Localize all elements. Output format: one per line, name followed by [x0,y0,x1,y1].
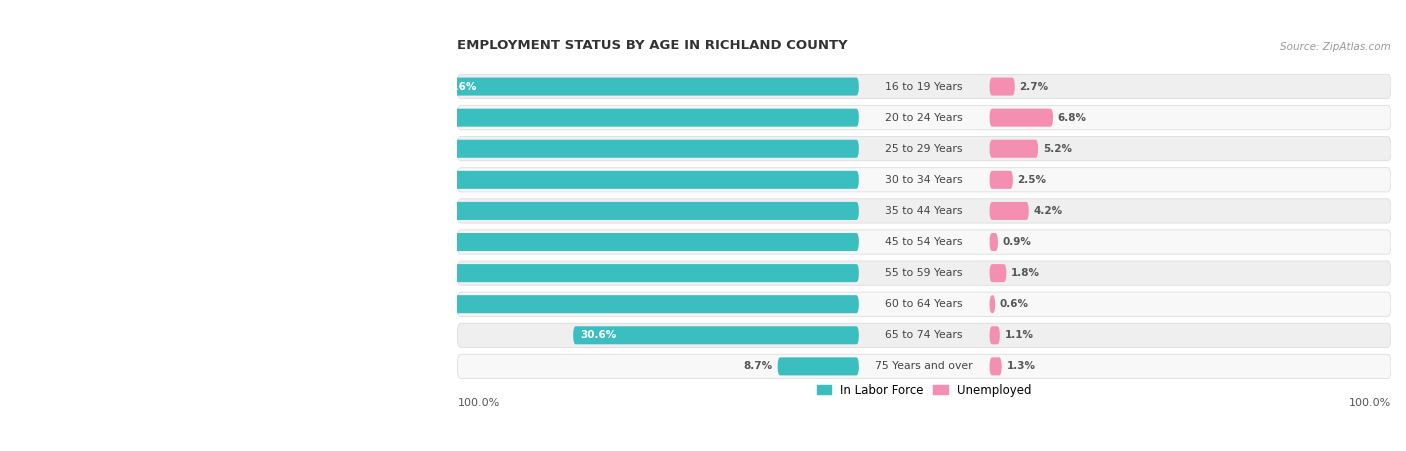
Text: 8.7%: 8.7% [744,361,773,371]
Text: 1.3%: 1.3% [1007,361,1035,371]
Text: Source: ZipAtlas.com: Source: ZipAtlas.com [1281,42,1391,52]
FancyBboxPatch shape [990,202,1029,220]
FancyBboxPatch shape [990,171,1012,189]
Text: 100.0%: 100.0% [1348,398,1391,408]
FancyBboxPatch shape [990,295,995,313]
Text: 1.8%: 1.8% [1011,268,1040,278]
Text: 100.0%: 100.0% [457,398,499,408]
Text: 1.1%: 1.1% [1004,330,1033,341]
FancyBboxPatch shape [117,202,859,220]
Text: 35 to 44 Years: 35 to 44 Years [886,206,963,216]
FancyBboxPatch shape [70,109,859,127]
Text: 82.8%: 82.8% [93,144,129,154]
Text: EMPLOYMENT STATUS BY AGE IN RICHLAND COUNTY: EMPLOYMENT STATUS BY AGE IN RICHLAND COU… [457,39,848,52]
Text: 73.6%: 73.6% [179,175,215,185]
Text: 25 to 29 Years: 25 to 29 Years [886,144,963,154]
Text: 2.7%: 2.7% [1019,82,1049,92]
FancyBboxPatch shape [433,78,859,96]
FancyBboxPatch shape [77,233,859,251]
FancyBboxPatch shape [457,168,1391,192]
Text: 2.5%: 2.5% [1018,175,1046,185]
Text: 5.2%: 5.2% [1043,144,1071,154]
FancyBboxPatch shape [990,78,1015,96]
Text: 84.4%: 84.4% [79,113,115,123]
Text: 75 Years and over: 75 Years and over [876,361,973,371]
Text: 16 to 19 Years: 16 to 19 Years [886,82,963,92]
FancyBboxPatch shape [457,199,1391,223]
FancyBboxPatch shape [138,264,859,282]
Legend: In Labor Force, Unemployed: In Labor Force, Unemployed [813,379,1036,401]
FancyBboxPatch shape [990,357,1001,375]
Text: 83.7%: 83.7% [84,237,121,247]
FancyBboxPatch shape [990,326,1000,344]
FancyBboxPatch shape [574,326,859,344]
Text: 79.5%: 79.5% [124,206,160,216]
FancyBboxPatch shape [990,140,1038,158]
Text: 55 to 59 Years: 55 to 59 Years [886,268,963,278]
Text: 6.8%: 6.8% [1057,113,1087,123]
FancyBboxPatch shape [457,74,1391,99]
Text: 4.2%: 4.2% [1033,206,1063,216]
FancyBboxPatch shape [457,354,1391,378]
Text: 0.9%: 0.9% [1002,237,1032,247]
Text: 30.6%: 30.6% [581,330,617,341]
FancyBboxPatch shape [778,357,859,375]
Text: 60 to 64 Years: 60 to 64 Years [886,299,963,309]
FancyBboxPatch shape [457,261,1391,285]
FancyBboxPatch shape [457,230,1391,254]
Text: 20 to 24 Years: 20 to 24 Years [886,113,963,123]
FancyBboxPatch shape [990,233,998,251]
FancyBboxPatch shape [309,295,859,313]
FancyBboxPatch shape [457,323,1391,347]
FancyBboxPatch shape [990,109,1053,127]
Text: 0.6%: 0.6% [1000,299,1029,309]
Text: 58.9%: 58.9% [316,299,353,309]
Text: 30 to 34 Years: 30 to 34 Years [886,175,963,185]
Text: 77.2%: 77.2% [146,268,181,278]
FancyBboxPatch shape [457,137,1391,161]
FancyBboxPatch shape [172,171,859,189]
Text: 45.6%: 45.6% [440,82,477,92]
Text: 45 to 54 Years: 45 to 54 Years [886,237,963,247]
Text: 65 to 74 Years: 65 to 74 Years [886,330,963,341]
FancyBboxPatch shape [86,140,859,158]
FancyBboxPatch shape [990,264,1007,282]
FancyBboxPatch shape [457,106,1391,130]
FancyBboxPatch shape [457,292,1391,316]
